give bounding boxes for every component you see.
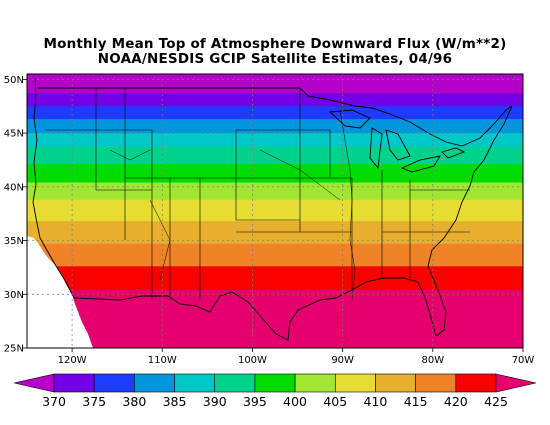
colorbar-swatch-7 [294, 373, 336, 393]
flux-band-6 [27, 164, 523, 184]
no-data-region [27, 236, 93, 348]
flux-band-11 [27, 266, 523, 291]
x-tick-label-3: 90W [331, 355, 354, 366]
us-canada-border [38, 87, 513, 147]
colorbar-swatch-8 [334, 373, 376, 393]
colorbar-label-1: 375 [82, 394, 106, 409]
colorbar-label-7: 405 [323, 394, 347, 409]
colorbar-swatch-9 [375, 373, 416, 393]
flux-band-8 [27, 199, 523, 222]
coastline-west [32, 77, 75, 299]
colorbar-swatch-6 [254, 373, 296, 393]
coastline-gulf [219, 277, 437, 341]
x-tick-label-2: 100W [238, 355, 267, 366]
flux-band-3 [27, 119, 523, 134]
map-title-line1: Monthly Mean Top of Atmosphere Downward … [43, 36, 507, 52]
colorbar-label-2: 380 [122, 394, 146, 409]
y-tick-label-0: 50N [4, 75, 24, 86]
flux-band-7 [27, 182, 523, 201]
colorbar-swatch-4 [174, 373, 216, 393]
flux-band-9 [27, 221, 523, 245]
colorbar-swatch-10 [415, 373, 457, 393]
y-tick-label-2: 40N [4, 182, 24, 193]
colorbar-swatch-11 [455, 373, 497, 393]
colorbar-swatch-0 [13, 373, 55, 393]
great-lakes [328, 109, 466, 173]
colorbar-swatch-1 [53, 373, 95, 393]
flux-band-10 [27, 243, 523, 267]
y-tick-label-1: 45N [4, 129, 24, 140]
x-tick-label-5: 70W [512, 355, 535, 366]
colorbar-label-8: 410 [364, 394, 388, 409]
x-tick-label-0: 120W [58, 355, 87, 366]
colorbar-swatch-5 [214, 373, 256, 393]
flux-band-5 [27, 147, 523, 165]
map-outlines [32, 77, 513, 341]
colorbar-label-10: 420 [444, 394, 468, 409]
colorbar-swatch-2 [93, 373, 135, 393]
flux-band-1 [27, 93, 523, 107]
colorbar-label-11: 425 [484, 394, 508, 409]
axis-ticks: 120W 110W 100W 90W 80W 70W 50N 45N 40N 35N 30N 25N [4, 75, 535, 366]
flux-band-2 [27, 106, 523, 120]
colorbar-label-9: 415 [404, 394, 428, 409]
colorbar-label-3: 385 [163, 394, 187, 409]
colorbar-label-0: 370 [42, 394, 66, 409]
flux-band-0 [27, 74, 523, 94]
coastline-east [427, 105, 513, 337]
colorbar: 370 375 380 385 390 395 400 405 410 415 420 425 [13, 373, 537, 409]
map-title-line2: NOAA/NESDIS GCIP Satellite Estimates, 04… [97, 51, 453, 67]
y-tick-label-3: 35N [4, 236, 24, 247]
y-tick-label-5: 25N [4, 344, 24, 355]
us-mexico-border [73, 295, 221, 313]
x-tick-label-4: 80W [422, 355, 445, 366]
colorbar-label-5: 395 [243, 394, 267, 409]
state-lines [45, 88, 470, 300]
colorbar-swatch-12 [495, 373, 537, 393]
x-tick-label-1: 110W [148, 355, 177, 366]
rivers [109, 109, 356, 301]
flux-band-4 [27, 133, 523, 148]
colorbar-swatch-3 [134, 373, 175, 393]
colorbar-label-4: 390 [203, 394, 227, 409]
colorbar-label-6: 400 [283, 394, 307, 409]
y-tick-label-4: 30N [4, 290, 24, 301]
plot-frame [26, 73, 524, 349]
flux-bands [27, 74, 523, 348]
graticule [27, 74, 523, 348]
